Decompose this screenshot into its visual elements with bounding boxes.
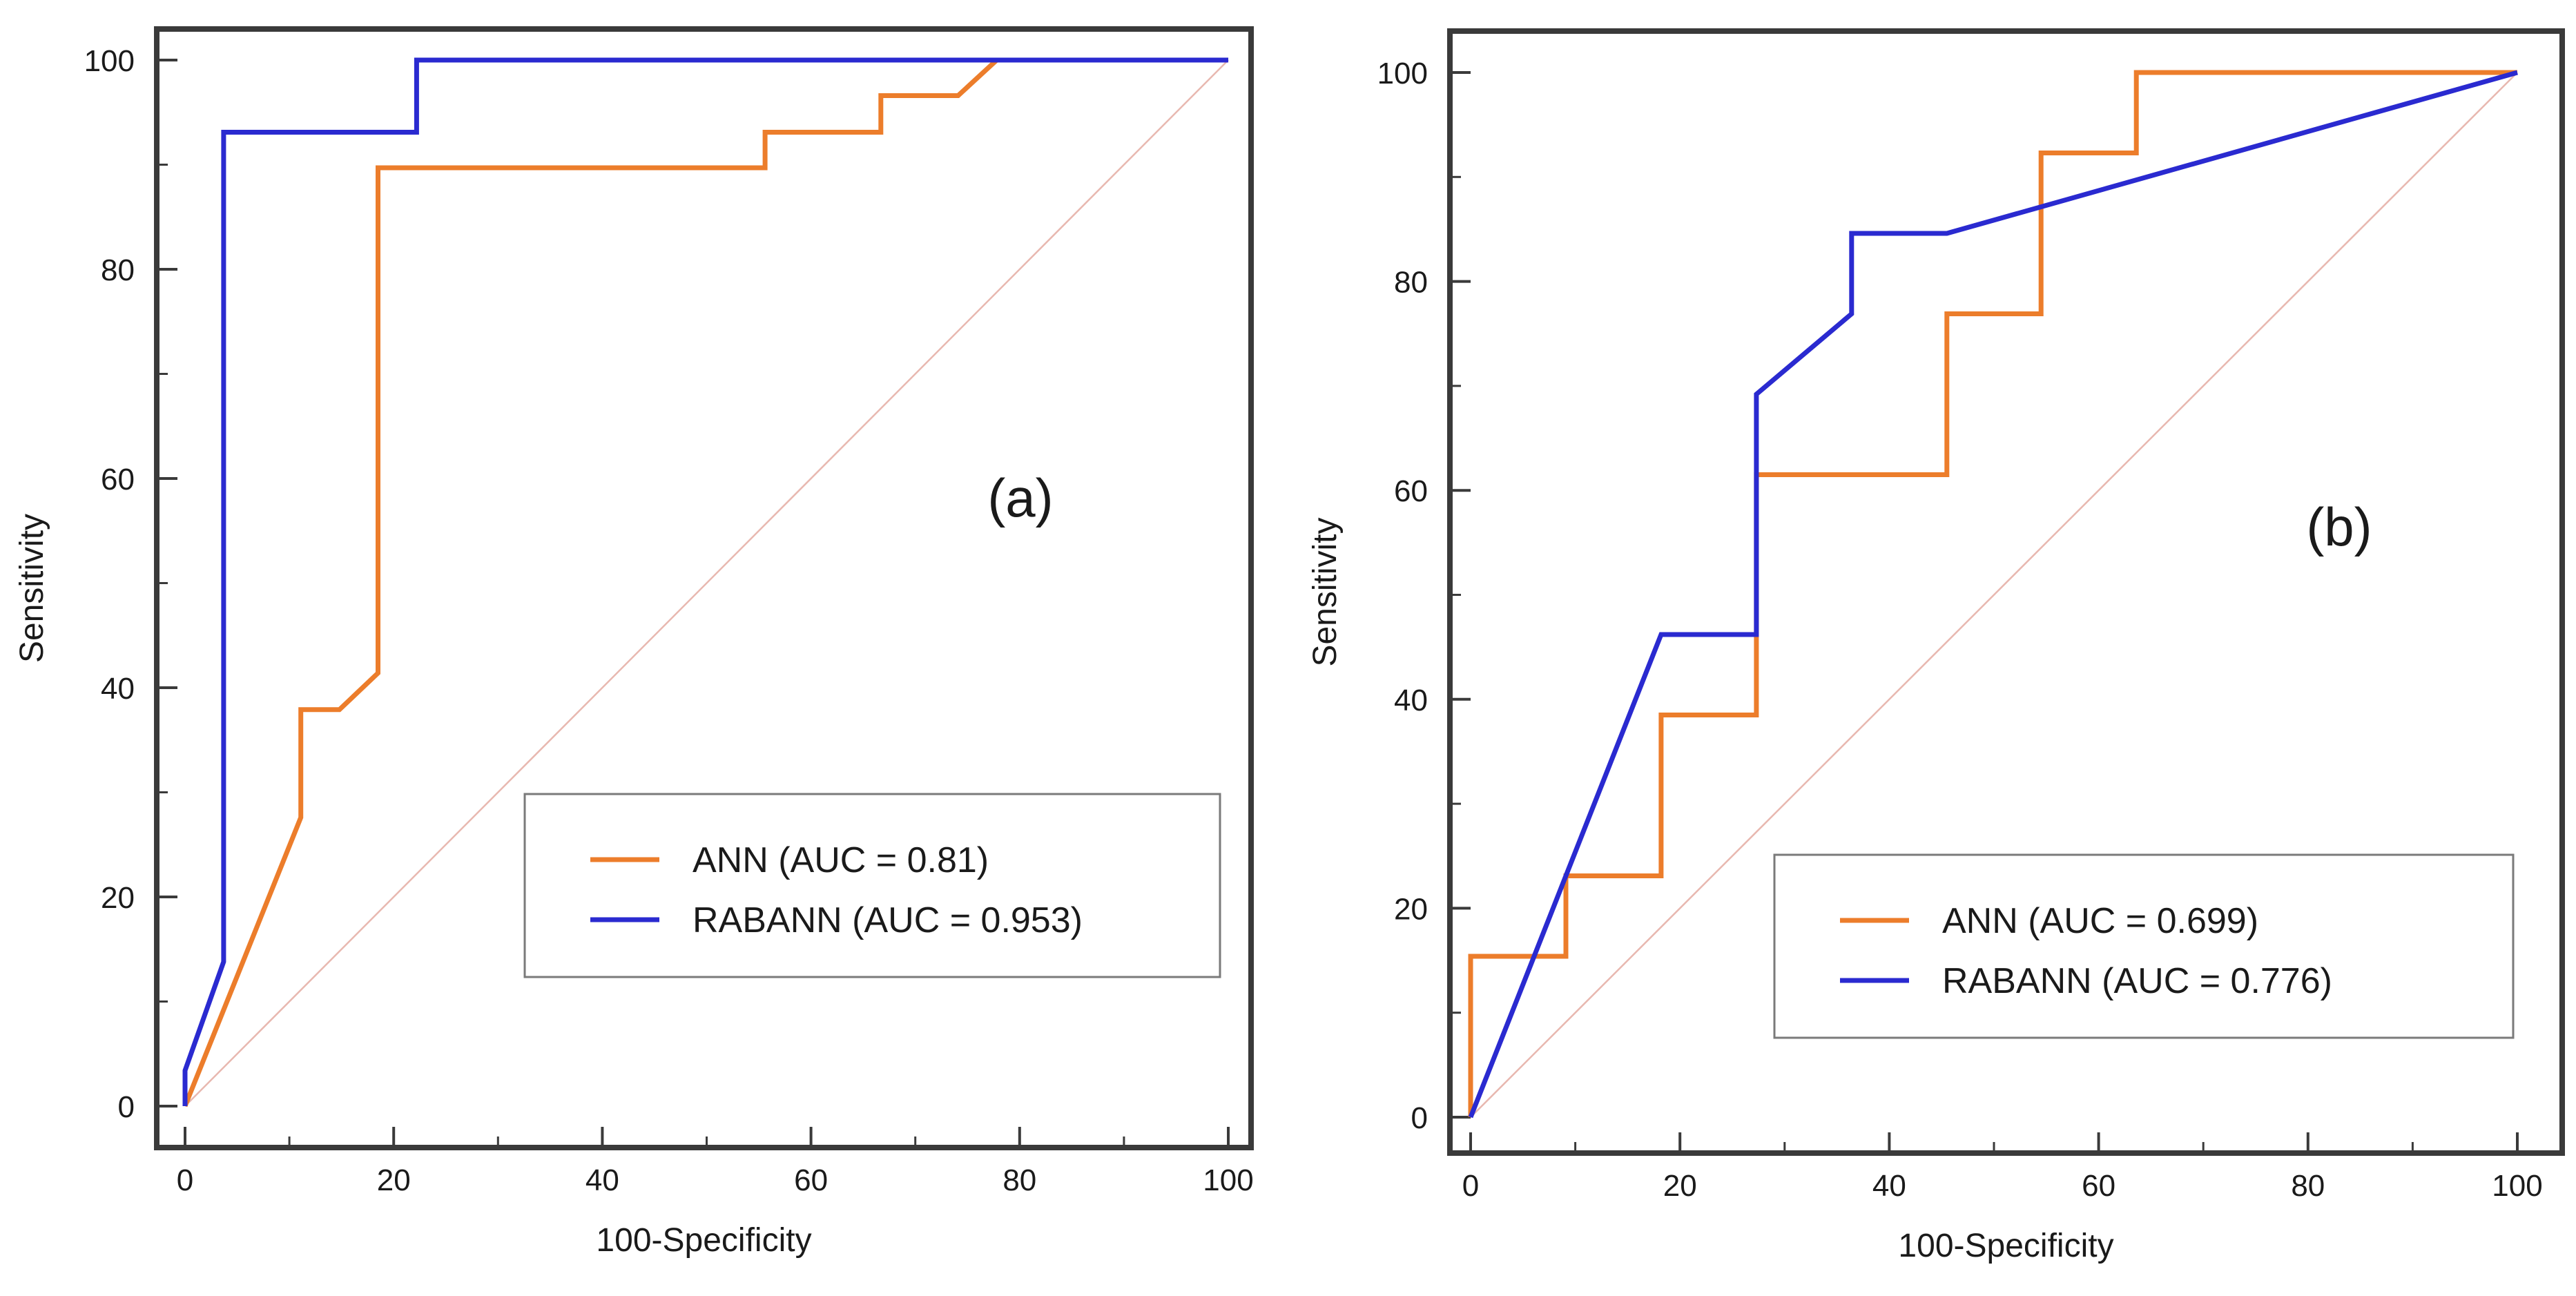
x-tick-label: 40 — [1872, 1169, 1906, 1203]
diagonal-reference-line — [1470, 72, 2518, 1118]
y-tick-label: 60 — [101, 463, 135, 496]
rabann-roc-curve — [1468, 70, 2518, 1119]
x-axis-title: 100-Specificity — [596, 1222, 811, 1259]
plot-frame — [1447, 28, 2565, 1156]
y-tick-label: 100 — [1377, 57, 1428, 90]
y-axis-title: Sensitivity — [14, 514, 50, 663]
legend-label-ann: ANN (AUC = 0.81) — [693, 840, 989, 880]
diagonal-reference-line — [184, 59, 1229, 1107]
y-tick-label: 40 — [101, 672, 135, 706]
y-tick-label: 20 — [101, 881, 135, 915]
ann-roc-curve — [182, 57, 1228, 1108]
y-tick-label: 80 — [101, 253, 135, 287]
y-tick-label: 80 — [1394, 266, 1428, 300]
x-tick-label: 80 — [1003, 1163, 1036, 1197]
legend-label-rabann: RABANN (AUC = 0.953) — [693, 900, 1083, 940]
x-tick-label: 100 — [2492, 1169, 2542, 1203]
rabann-roc-curve — [182, 57, 1228, 1106]
x-axis-title: 100-Specificity — [1898, 1228, 2113, 1264]
y-axis-title: Sensitivity — [1307, 517, 1344, 666]
y-tick-label: 20 — [1394, 892, 1428, 926]
panel-label: (a) — [987, 467, 1053, 528]
panel-label: (b) — [2306, 496, 2372, 557]
y-tick-label: 0 — [1411, 1101, 1428, 1135]
y-tick-label: 100 — [84, 44, 135, 78]
x-tick-label: 0 — [177, 1163, 193, 1197]
legend-box — [1773, 853, 2515, 1039]
legend-label-ann: ANN (AUC = 0.699) — [1942, 901, 2258, 941]
x-tick-label: 80 — [2291, 1169, 2325, 1203]
x-tick-label: 20 — [1663, 1169, 1697, 1203]
x-tick-label: 60 — [2082, 1169, 2115, 1203]
y-tick-label: 0 — [118, 1090, 135, 1124]
x-tick-label: 0 — [1462, 1169, 1479, 1203]
y-tick-label: 60 — [1394, 474, 1428, 508]
y-tick-label: 40 — [1394, 684, 1428, 717]
roc-chart-b: 0 20 40 60 80 100 0 20 40 60 80 100 100-Specificity S… — [1307, 28, 2565, 1264]
x-tick-label: 60 — [794, 1163, 828, 1197]
plot-frame — [154, 26, 1254, 1150]
x-tick-label: 40 — [585, 1163, 619, 1197]
x-tick-label: 20 — [377, 1163, 411, 1197]
roc-chart-a: 0 20 40 60 80 100 0 20 40 60 80 100 100-Specificity S… — [14, 26, 1254, 1259]
legend-box — [523, 793, 1221, 978]
x-tick-label: 100 — [1203, 1163, 1253, 1197]
legend-label-rabann: RABANN (AUC = 0.776) — [1942, 961, 2332, 1001]
